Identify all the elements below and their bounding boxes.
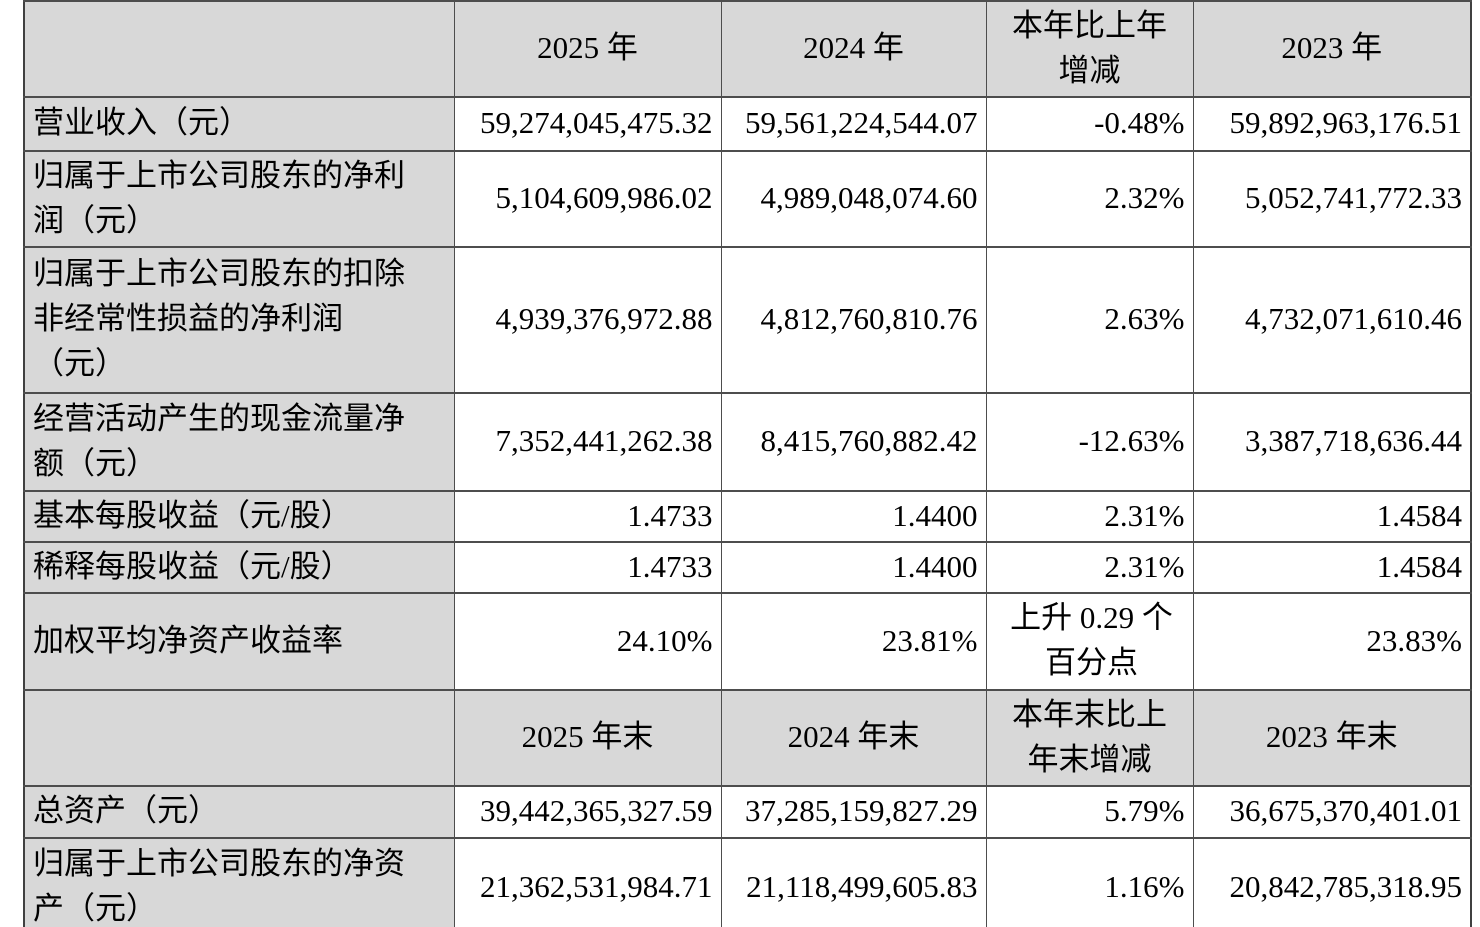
table-row-revenue: 营业收入（元） 59,274,045,475.32 59,561,224,544… [23,95,1472,152]
table-row-deducted-net-profit: 归属于上市公司股东的扣除 非经常性损益的净利润 （元） 4,939,376,97… [23,245,1472,394]
row-label: 营业收入（元） [23,95,455,152]
table-row-total-assets: 总资产（元） 39,442,365,327.59 37,285,159,827.… [23,784,1472,839]
value-2024: 37,285,159,827.29 [720,784,987,839]
row-label: 经营活动产生的现金流量净 额（元） [23,391,455,492]
corner-cell [23,0,455,98]
value-2025: 1.4733 [453,489,722,543]
column-header-2024-end: 2024 年末 [720,688,987,787]
value-change: 2.31% [985,540,1194,594]
column-header-2024: 2024 年 [720,0,987,98]
value-2023: 5,052,741,772.33 [1192,149,1472,248]
value-2025: 7,352,441,262.38 [453,391,722,492]
row-label: 归属于上市公司股东的净利 润（元） [23,149,455,248]
table-row-basic-eps: 基本每股收益（元/股） 1.4733 1.4400 2.31% 1.4584 [23,489,1472,543]
value-2025: 1.4733 [453,540,722,594]
value-2023: 20,842,785,318.95 [1192,836,1472,927]
value-2023: 1.4584 [1192,489,1472,543]
row-label: 归属于上市公司股东的扣除 非经常性损益的净利润 （元） [23,245,455,394]
column-header-change: 本年比上年 增减 [985,0,1194,98]
row-label: 基本每股收益（元/股） [23,489,455,543]
financial-summary-table: 2025 年 2024 年 本年比上年 增减 2023 年 营业收入（元） 59… [23,0,1472,927]
table-row-operating-cash-flow: 经营活动产生的现金流量净 额（元） 7,352,441,262.38 8,415… [23,391,1472,492]
value-2023: 4,732,071,610.46 [1192,245,1472,394]
value-change: -12.63% [985,391,1194,492]
row-label: 稀释每股收益（元/股） [23,540,455,594]
value-2024: 4,812,760,810.76 [720,245,987,394]
value-2024: 23.81% [720,591,987,691]
value-2024: 4,989,048,074.60 [720,149,987,248]
value-2024: 1.4400 [720,489,987,543]
value-2023: 3,387,718,636.44 [1192,391,1472,492]
row-label: 加权平均净资产收益率 [23,591,455,691]
value-2023: 1.4584 [1192,540,1472,594]
table-row-diluted-eps: 稀释每股收益（元/股） 1.4733 1.4400 2.31% 1.4584 [23,540,1472,594]
row-label: 总资产（元） [23,784,455,839]
period-header-row: 2025 年 2024 年 本年比上年 增减 2023 年 [23,0,1472,98]
table-row-net-assets: 归属于上市公司股东的净资 产（元） 21,362,531,984.71 21,1… [23,836,1472,927]
column-header-2025-end: 2025 年末 [453,688,722,787]
value-change: 5.79% [985,784,1194,839]
value-2025: 39,442,365,327.59 [453,784,722,839]
value-2025: 5,104,609,986.02 [453,149,722,248]
value-change: 2.63% [985,245,1194,394]
column-header-2025: 2025 年 [453,0,722,98]
value-2024: 59,561,224,544.07 [720,95,987,152]
value-2024: 8,415,760,882.42 [720,391,987,492]
column-header-2023-end: 2023 年末 [1192,688,1472,787]
column-header-2023: 2023 年 [1192,0,1472,98]
value-2025: 4,939,376,972.88 [453,245,722,394]
value-2023: 36,675,370,401.01 [1192,784,1472,839]
value-change: 2.31% [985,489,1194,543]
table-row-weighted-roe: 加权平均净资产收益率 24.10% 23.81% 上升 0.29 个 百分点 2… [23,591,1472,691]
value-2023: 23.83% [1192,591,1472,691]
row-label: 归属于上市公司股东的净资 产（元） [23,836,455,927]
table-row-net-profit: 归属于上市公司股东的净利 润（元） 5,104,609,986.02 4,989… [23,149,1472,248]
value-2025: 59,274,045,475.32 [453,95,722,152]
column-header-yearend-change: 本年末比上 年末增减 [985,688,1194,787]
value-change: -0.48% [985,95,1194,152]
value-change: 1.16% [985,836,1194,927]
value-2025: 21,362,531,984.71 [453,836,722,927]
value-2024: 1.4400 [720,540,987,594]
value-2025: 24.10% [453,591,722,691]
yearend-header-row: 2025 年末 2024 年末 本年末比上 年末增减 2023 年末 [23,688,1472,787]
corner-cell [23,688,455,787]
value-2024: 21,118,499,605.83 [720,836,987,927]
value-2023: 59,892,963,176.51 [1192,95,1472,152]
value-change: 2.32% [985,149,1194,248]
value-change: 上升 0.29 个 百分点 [985,591,1194,691]
